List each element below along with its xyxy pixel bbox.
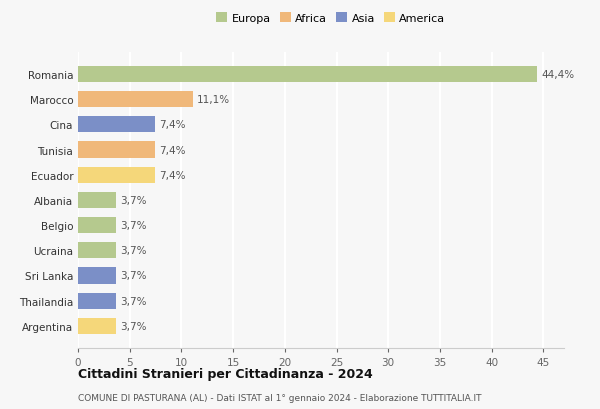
- Text: COMUNE DI PASTURANA (AL) - Dati ISTAT al 1° gennaio 2024 - Elaborazione TUTTITAL: COMUNE DI PASTURANA (AL) - Dati ISTAT al…: [78, 393, 482, 402]
- Text: 11,1%: 11,1%: [197, 95, 230, 105]
- Text: 3,7%: 3,7%: [121, 196, 147, 205]
- Text: 44,4%: 44,4%: [541, 70, 574, 80]
- Bar: [78, 243, 116, 259]
- Bar: [78, 293, 116, 309]
- Text: Cittadini Stranieri per Cittadinanza - 2024: Cittadini Stranieri per Cittadinanza - 2…: [78, 367, 373, 380]
- Bar: [78, 67, 537, 83]
- Text: 3,7%: 3,7%: [121, 246, 147, 256]
- Text: 7,4%: 7,4%: [158, 145, 185, 155]
- Text: 3,7%: 3,7%: [121, 271, 147, 281]
- Legend: Europa, Africa, Asia, America: Europa, Africa, Asia, America: [212, 9, 450, 28]
- Bar: [78, 92, 193, 108]
- Bar: [78, 117, 155, 133]
- Bar: [78, 318, 116, 334]
- Text: 7,4%: 7,4%: [158, 120, 185, 130]
- Text: 7,4%: 7,4%: [158, 170, 185, 180]
- Text: 3,7%: 3,7%: [121, 296, 147, 306]
- Text: 3,7%: 3,7%: [121, 321, 147, 331]
- Bar: [78, 142, 155, 158]
- Text: 3,7%: 3,7%: [121, 220, 147, 231]
- Bar: [78, 217, 116, 234]
- Bar: [78, 167, 155, 184]
- Bar: [78, 267, 116, 284]
- Bar: [78, 192, 116, 209]
